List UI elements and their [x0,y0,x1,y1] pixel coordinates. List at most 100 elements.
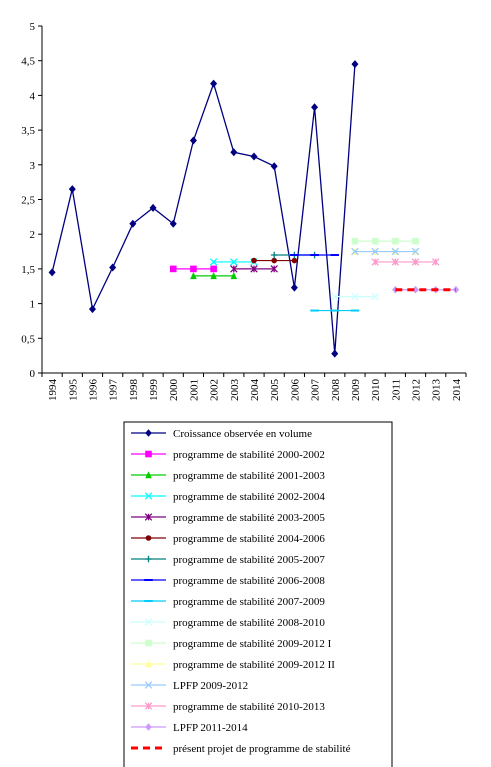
y-tick-label: 2,5 [21,195,35,207]
x-marker [144,492,153,500]
legend-item: programme de stabilité 2003-2005 [131,512,325,524]
legend-item: programme de stabilité 2004-2006 [131,533,325,545]
triangle-marker [145,660,152,668]
legend-item: présent projet de programme de stabilité [131,743,351,755]
x-tick-label: 2001 [188,379,200,401]
series-0 [48,60,359,358]
diamond-marker [48,268,56,277]
diamond-marker [149,203,157,212]
square-marker [190,265,197,273]
square-marker [351,237,359,245]
x-tick-label: 2012 [411,379,423,401]
legend-label: programme de stabilité 2007-2009 [173,596,325,608]
x-tick-label: 2014 [451,379,463,402]
x-tick-label: 2004 [249,379,261,402]
x-tick-label: 2009 [350,379,362,402]
circle-marker [271,257,277,264]
diamond-marker [210,79,218,88]
series-3 [209,258,258,266]
triangle-marker [230,272,238,280]
x-marker [144,618,153,626]
legend-item: programme de stabilité 2009-2012 I [131,638,332,650]
diamond-marker [331,349,339,358]
x-tick-label: 2007 [310,379,322,402]
y-tick-label: 4,5 [21,56,35,68]
legend-item: programme de stabilité 2009-2012 II [131,659,335,671]
circle-marker [145,535,152,541]
square-marker [371,237,379,245]
legend-label: programme de stabilité 2009-2012 II [173,659,335,671]
x-marker [371,292,379,301]
x-tick-label: 2005 [269,379,281,402]
series-13 [371,258,440,266]
square-marker [412,237,419,245]
y-tick-label: 2 [30,229,36,241]
legend-label: programme de stabilité 2010-2013 [173,701,325,713]
x-marker [391,247,400,256]
y-tick-label: 3 [30,160,36,172]
star-marker [371,258,379,266]
diamond-marker [68,185,76,194]
triangle-marker [190,272,197,280]
triangle-marker [145,471,152,479]
square-marker [210,265,217,273]
legend-item: programme de stabilité 2007-2009 [131,596,325,608]
series-9 [331,292,379,301]
series-2 [190,272,238,280]
x-tick-label: 1994 [47,379,59,402]
series-line [51,64,356,354]
y-tick-label: 4 [30,90,36,102]
series-1 [169,265,217,273]
diamond-marker [230,148,238,157]
diamond-marker [351,60,359,69]
legend-item: programme de stabilité 2010-2013 [131,701,325,713]
legend-item: programme de stabilité 2005-2007 [131,554,325,566]
x-tick-label: 1997 [108,379,120,402]
y-tick-label: 5 [30,21,36,33]
legend-label: présent projet de programme de stabilité [173,743,351,755]
x-tick-label: 2013 [431,379,443,402]
y-tick-label: 1 [30,299,36,311]
x-marker [144,681,153,689]
star-marker [391,258,400,266]
legend-label: Croissance observée en volume [173,428,312,440]
legend-label: programme de stabilité 2006-2008 [173,575,325,587]
legend-item: programme de stabilité 2006-2008 [131,575,325,587]
x-tick-label: 1995 [67,379,79,402]
x-tick-label: 2000 [168,379,180,402]
plus-marker [270,251,278,259]
x-marker [351,247,359,256]
x-marker [209,258,218,266]
legend-item: LPFP 2011-2014 [131,722,248,734]
x-tick-label: 1999 [148,379,160,402]
plot-area [48,60,460,358]
diamond-marker [109,263,117,272]
x-tick-label: 2002 [209,379,221,401]
x-tick-label: 2006 [289,379,301,402]
diamond-marker [290,283,298,292]
x-tick-label: 1996 [87,379,99,402]
x-tick-label: 1998 [128,379,140,402]
x-tick-label: 2010 [370,379,382,402]
legend-label: programme de stabilité 2001-2003 [173,470,325,482]
x-tick-label: 2003 [229,379,241,402]
diamond-marker [452,285,460,294]
circle-marker [291,257,298,264]
square-marker [392,237,399,245]
diamond-marker [145,429,152,437]
diamond-marker [145,723,152,731]
series-10 [351,237,419,245]
diamond-marker [169,219,177,228]
x-marker [331,292,339,301]
diamond-marker [412,285,419,294]
series-4 [230,265,278,273]
legend-item: programme de stabilité 2008-2010 [131,617,325,629]
y-tick-label: 0,5 [21,333,35,345]
legend: Croissance observée en volume programme d… [123,421,393,767]
x-marker [230,258,238,266]
triangle-marker [210,272,217,280]
y-tick-label: 0 [30,368,36,380]
diamond-marker [250,152,258,161]
legend-label: LPFP 2011-2014 [173,722,248,734]
legend-item: programme de stabilité 2002-2004 [131,491,325,503]
